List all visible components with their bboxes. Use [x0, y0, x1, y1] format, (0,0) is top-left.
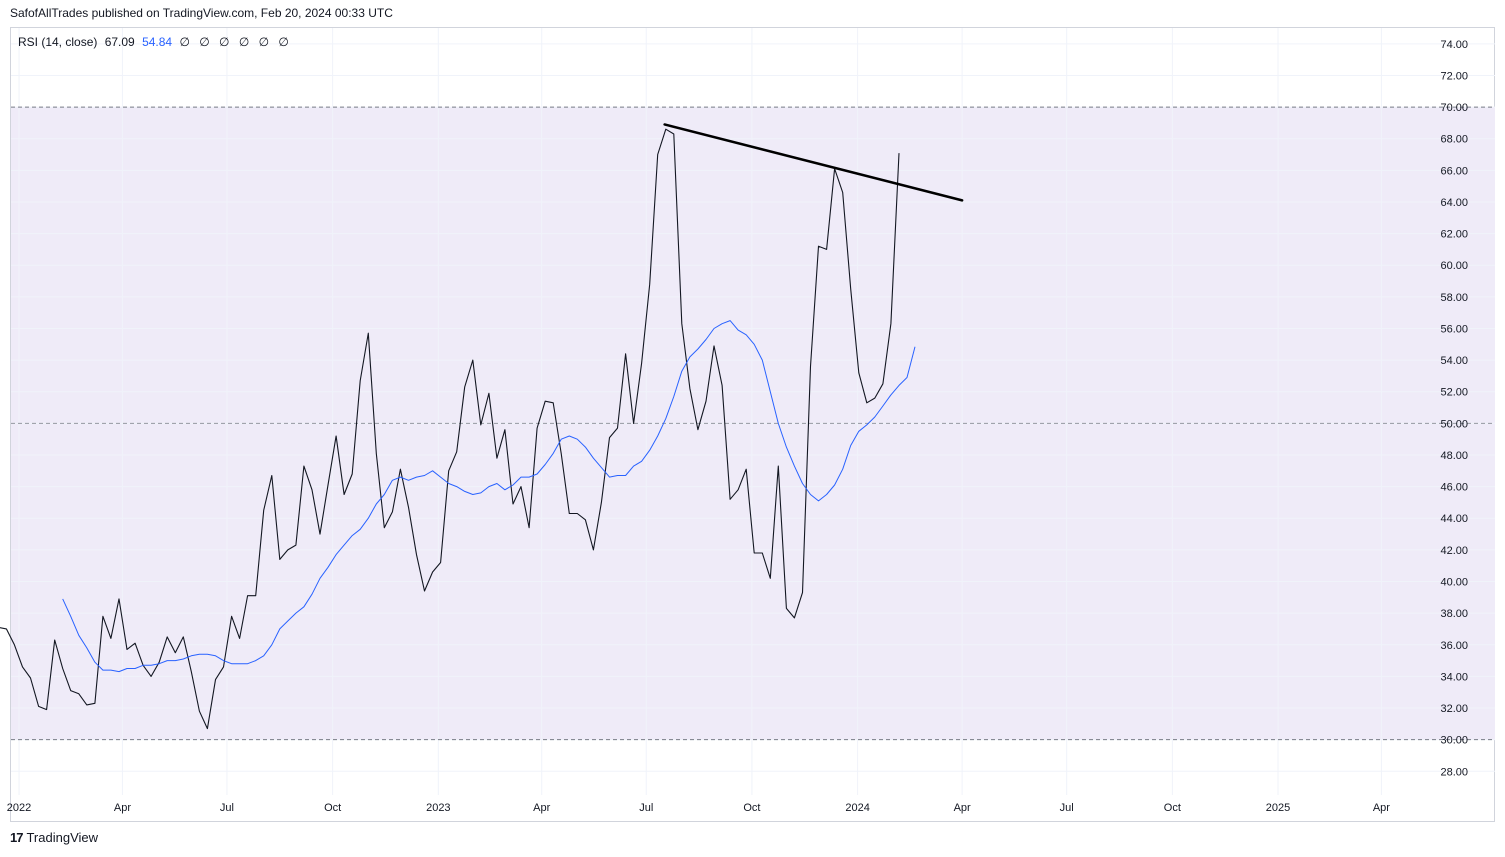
y-tick-label: 70.00	[1440, 102, 1468, 114]
y-tick-label: 64.00	[1440, 197, 1468, 209]
indicator-legend[interactable]: RSI (14, close) 67.09 54.84 ∅ ∅ ∅ ∅ ∅ ∅	[18, 35, 292, 49]
x-tick-label: Apr	[114, 802, 131, 814]
publish-attribution: SafofAllTrades published on TradingView.…	[10, 6, 393, 20]
y-tick-label: 32.00	[1440, 703, 1468, 715]
x-tick-label: 2024	[845, 802, 869, 814]
y-tick-label: 66.00	[1440, 165, 1468, 177]
rsi-value: 67.09	[104, 35, 135, 49]
na-values: ∅ ∅ ∅ ∅ ∅ ∅	[179, 35, 292, 49]
brand-name: TradingView	[26, 830, 99, 845]
level-lines-layer	[11, 106, 1495, 741]
rsi-ma-line	[62, 320, 916, 673]
y-tick-label: 68.00	[1440, 134, 1468, 146]
y-axis: 74.00 72.00 70.00 68.00 66.00 64.00 62.00 60.00…	[1440, 39, 1468, 778]
y-tick-label: 44.00	[1440, 513, 1468, 525]
y-tick-label: 42.00	[1440, 545, 1468, 557]
y-tick-label: 28.00	[1440, 766, 1468, 778]
x-tick-label: Oct	[743, 802, 760, 814]
annotation-layer	[663, 123, 964, 202]
indicator-name: RSI (14, close)	[18, 35, 98, 49]
x-tick-label: 2025	[1266, 802, 1290, 814]
y-tick-label: 58.00	[1440, 292, 1468, 304]
y-tick-label: 38.00	[1440, 608, 1468, 620]
x-tick-label: 2022	[7, 802, 31, 814]
y-tick-label: 60.00	[1440, 260, 1468, 272]
y-tick-label: 36.00	[1440, 640, 1468, 652]
x-tick-label: Jul	[639, 802, 653, 814]
tradingview-logo-icon: 17	[10, 830, 24, 845]
y-tick-label: 50.00	[1440, 418, 1468, 430]
y-tick-label: 30.00	[1440, 735, 1468, 747]
y-tick-label: 40.00	[1440, 577, 1468, 589]
y-tick-label: 52.00	[1440, 387, 1468, 399]
x-tick-label: Apr	[1373, 802, 1390, 814]
x-tick-label: Oct	[324, 802, 341, 814]
x-tick-label: Apr	[954, 802, 971, 814]
y-tick-label: 56.00	[1440, 323, 1468, 335]
grid-layer	[11, 28, 1495, 795]
y-tick-label: 34.00	[1440, 671, 1468, 683]
x-tick-label: Oct	[1164, 802, 1181, 814]
y-tick-label: 72.00	[1440, 70, 1468, 82]
footer-brand[interactable]: 17 TradingView	[10, 830, 98, 845]
y-tick-label: 46.00	[1440, 482, 1468, 494]
x-tick-label: Apr	[533, 802, 550, 814]
y-tick-label: 62.00	[1440, 229, 1468, 241]
trendline	[663, 123, 964, 202]
x-tick-label: Jul	[220, 802, 234, 814]
x-axis: 2022 Apr Jul Oct 2023 Apr Jul Oct 2024 Apr Jul Oct 2…	[7, 802, 1391, 814]
y-tick-label: 74.00	[1440, 39, 1468, 51]
y-tick-label: 54.00	[1440, 355, 1468, 367]
x-tick-label: 2023	[426, 802, 450, 814]
ma-value: 54.84	[142, 35, 173, 49]
y-tick-label: 48.00	[1440, 450, 1468, 462]
x-tick-label: Jul	[1060, 802, 1074, 814]
series-layer	[0, 128, 916, 730]
rsi-line	[0, 128, 900, 730]
